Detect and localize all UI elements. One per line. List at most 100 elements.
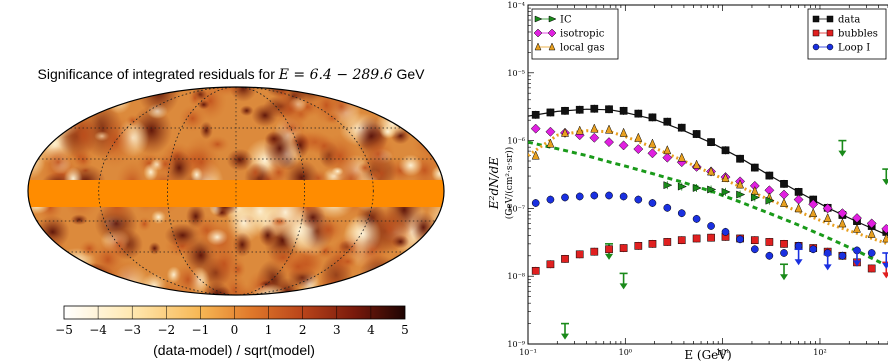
- data-point: [707, 166, 716, 176]
- upper-limit-head: [882, 272, 888, 279]
- model-line: [528, 140, 888, 268]
- residual-patch: [42, 146, 75, 178]
- data-point: [780, 197, 788, 207]
- data-point: [823, 212, 832, 222]
- upper-limit-arrow: [619, 272, 628, 290]
- upper-limit-head: [838, 150, 847, 157]
- data-point: [838, 251, 847, 260]
- upper-limit-head: [780, 274, 789, 281]
- data-point: [546, 108, 555, 117]
- x-tick-label: 10²: [813, 348, 826, 357]
- data-point: [546, 138, 555, 148]
- upper-limit-arrow: [780, 263, 789, 281]
- data-point: [852, 213, 862, 224]
- data-point: [663, 238, 672, 246]
- data-point: [575, 125, 584, 135]
- upper-limit-arrow: [882, 168, 888, 186]
- data-point: [531, 150, 540, 160]
- data-point: [546, 195, 555, 204]
- residual-patch: [247, 162, 263, 183]
- data-point: [648, 113, 657, 122]
- data-point: [548, 42, 556, 51]
- x-axis-label: E (GeV): [684, 348, 731, 362]
- residual-patch: [239, 105, 254, 117]
- residual-patch: [208, 87, 243, 97]
- data-point: [721, 187, 731, 196]
- colorbar-tick-label: −5: [55, 323, 73, 337]
- data-point: [809, 245, 818, 254]
- residual-patch: [338, 255, 358, 268]
- data-point: [531, 199, 540, 207]
- legend-label: isotropic: [560, 29, 605, 40]
- data-point: [750, 193, 761, 202]
- y-tick-label: 10⁻⁴: [507, 1, 525, 10]
- y-axis-label: E²dN/dE (GeV/(cm²·s·sr)): [487, 147, 515, 220]
- data-point: [677, 123, 686, 132]
- upper-limit-head: [619, 283, 628, 290]
- data-point: [794, 203, 803, 213]
- residual-patch: [70, 214, 88, 226]
- data-point: [648, 199, 657, 207]
- data-point: [867, 228, 876, 238]
- colorbar-tick-label: 4: [367, 323, 375, 337]
- data-point: [765, 251, 774, 260]
- longitude-line: [98, 87, 374, 295]
- legend-item: Loop I: [812, 43, 870, 54]
- y-tick-label: 10⁻⁵: [507, 69, 525, 78]
- data-point: [826, 43, 834, 51]
- data-point: [604, 137, 614, 148]
- data-point: [721, 146, 730, 155]
- data-point: [794, 242, 803, 250]
- upper-limit-arrow: [823, 253, 832, 271]
- skymap-panel: −5 −4 −3 −2 −1 0 1 2 3 4 5 (data-model) / sqrt(mod…: [27, 86, 445, 358]
- data-point: [663, 203, 672, 212]
- residual-patch: [148, 242, 161, 255]
- data-point: [736, 235, 744, 244]
- data-point: [531, 110, 540, 119]
- data-point: [619, 106, 628, 115]
- residual-patch: [320, 133, 360, 179]
- colorbar: −5 −4 −3 −2 −1 0 1 2 3 4 5 (data-model) / sqrt(mod…: [55, 305, 409, 358]
- data-point: [736, 179, 745, 189]
- upper-limit-head: [605, 253, 614, 260]
- residual-patch: [105, 229, 134, 261]
- data-point: [750, 236, 759, 245]
- x-tick-label: 10¹: [716, 348, 729, 357]
- data-point: [561, 255, 569, 263]
- residual-patch: [78, 239, 100, 258]
- data-point: [605, 191, 613, 200]
- y-tick-label: 10⁻⁸: [507, 272, 525, 281]
- data-point: [619, 192, 628, 201]
- data-point: [648, 138, 657, 148]
- data-point: [838, 218, 847, 228]
- data-point: [545, 126, 556, 137]
- y-tick-label: 10⁻⁹: [507, 340, 525, 349]
- colorbar-tick-label: 3: [333, 323, 341, 337]
- data-point: [780, 240, 788, 248]
- data-point: [534, 42, 542, 51]
- upper-limit-arrow: [794, 248, 803, 266]
- colorbar-label: (data-model) / sqrt(model): [153, 342, 315, 358]
- residual-patch: [93, 112, 137, 169]
- data-point: [826, 15, 834, 23]
- upper-limit-arrow: [561, 322, 570, 340]
- data-point: [634, 242, 643, 250]
- data-point: [826, 29, 834, 37]
- data-point: [677, 182, 687, 191]
- data-point: [780, 180, 788, 188]
- svg-text:(GeV/(cm²·s·sr)): (GeV/(cm²·s·sr)): [504, 147, 515, 220]
- data-point: [634, 132, 643, 142]
- data-point: [765, 238, 774, 246]
- skymap-outline: [27, 86, 445, 296]
- colorbar-tick-label: −3: [123, 323, 141, 337]
- legend-item: bubbles: [812, 29, 878, 40]
- data-point: [867, 249, 876, 257]
- legend-item: local gas: [534, 42, 605, 54]
- data-point: [765, 171, 774, 180]
- data-point: [648, 240, 657, 248]
- data-point: [736, 190, 746, 199]
- residual-patch: [199, 121, 213, 140]
- data-point: [605, 245, 613, 254]
- title-prefix: Significance of integrated residuals for: [37, 66, 279, 82]
